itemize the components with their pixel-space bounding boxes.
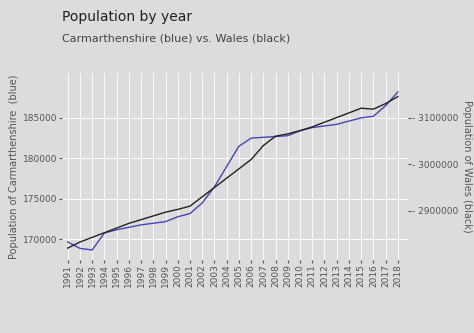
Y-axis label: Population of Carmarthenshire  (blue): Population of Carmarthenshire (blue) (9, 74, 19, 259)
Text: Carmarthenshire (blue) vs. Wales (black): Carmarthenshire (blue) vs. Wales (black) (62, 33, 290, 43)
Text: Population by year: Population by year (62, 10, 192, 24)
Y-axis label: Population of Wales (black): Population of Wales (black) (462, 100, 472, 233)
